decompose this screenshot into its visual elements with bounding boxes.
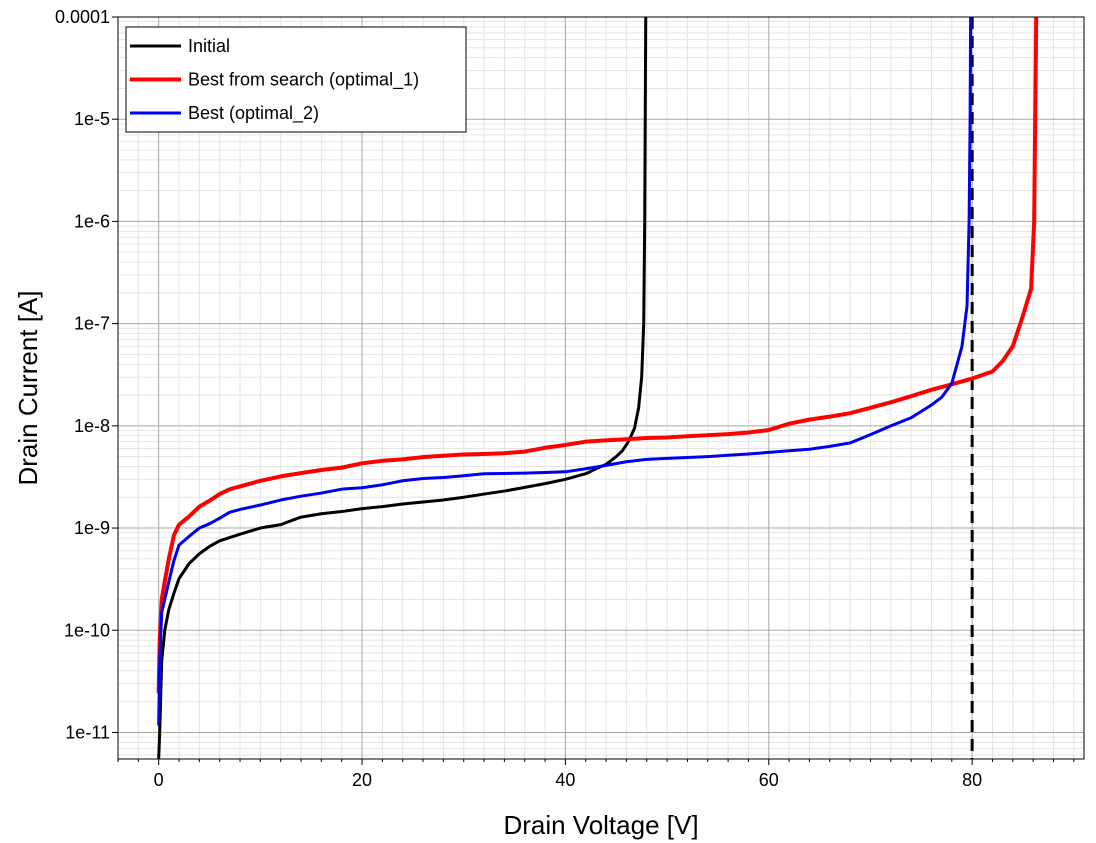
legend-label-1: Initial (188, 36, 230, 56)
series-line-3 (157, 17, 973, 726)
y-tick-label: 1e-7 (74, 314, 110, 334)
y-tick-label: 0.0001 (55, 7, 110, 27)
y-tick-label: 1e-8 (74, 416, 110, 436)
x-tick-label: 0 (154, 770, 164, 790)
minor-grid (117, 17, 1084, 759)
plot-frame (117, 16, 1085, 760)
x-axis-ticks: 0 20 40 60 80 (117, 759, 1075, 790)
legend-box (125, 26, 467, 133)
y-axis-title: Drain Current [A] (13, 290, 43, 485)
legend-label-3: Best (optimal_2) (188, 103, 319, 124)
legend: Initial Best from search (optimal_1) Best … (125, 26, 467, 133)
series-line-2 (156, 17, 1039, 694)
x-tick-label: 80 (962, 770, 982, 790)
y-axis-ticks: 1e-11 1e-10 1e-9 1e-8 1e-7 1e-6 1e-5 0.0001 (55, 7, 118, 742)
x-tick-label: 60 (759, 770, 779, 790)
x-tick-label: 20 (352, 770, 372, 790)
y-tick-label: 1e-9 (74, 518, 110, 538)
y-tick-label: 1e-6 (74, 211, 110, 231)
y-tick-label: 1e-10 (64, 620, 110, 640)
x-tick-label: 40 (555, 770, 575, 790)
y-tick-label: 1e-11 (65, 722, 110, 742)
y-tick-label: 1e-5 (74, 109, 110, 129)
legend-label-2: Best from search (optimal_1) (188, 70, 419, 91)
series-layer (156, 17, 1039, 759)
x-axis-title: Drain Voltage [V] (503, 810, 698, 840)
